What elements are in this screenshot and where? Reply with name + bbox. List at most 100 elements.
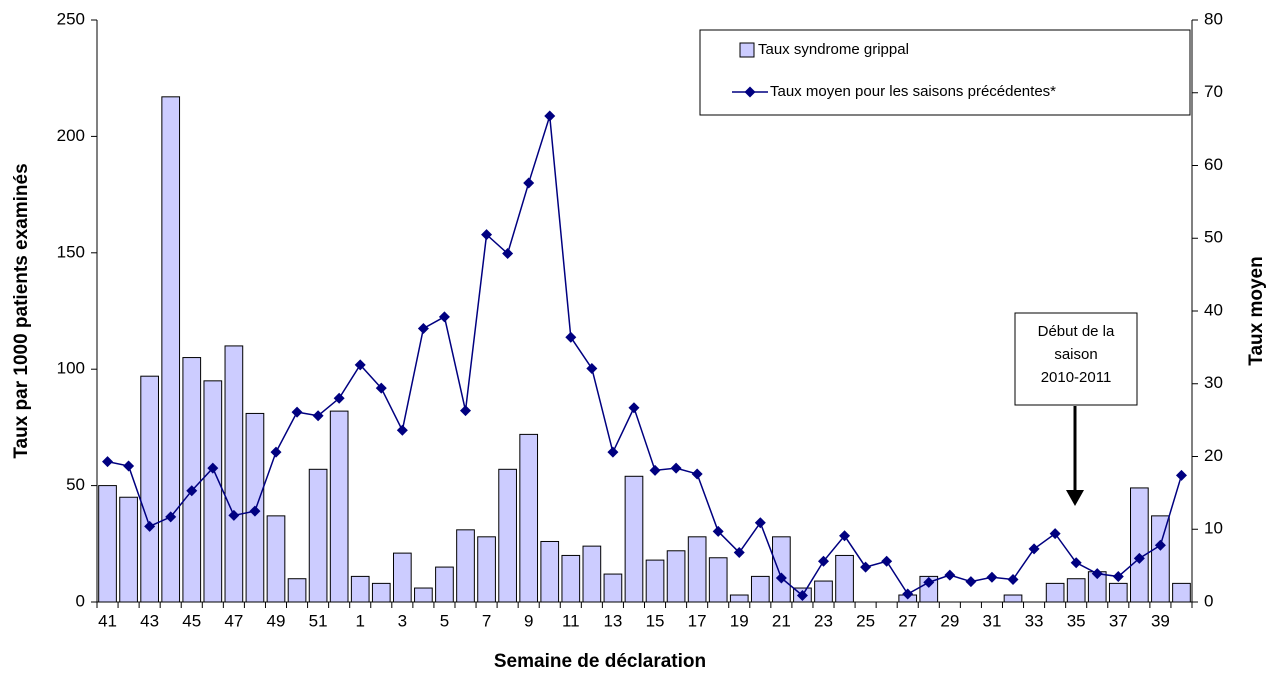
x-tick-label: 3	[398, 611, 407, 630]
point	[438, 311, 450, 323]
x-tick-label: 7	[482, 611, 491, 630]
bar	[371, 582, 391, 603]
y2-tick-label: 10	[1204, 519, 1223, 538]
x-tick-label: 41	[98, 611, 117, 630]
bar	[835, 554, 854, 603]
bar	[519, 433, 539, 603]
point	[270, 446, 282, 458]
y-tick-label: 200	[57, 126, 85, 145]
x-tick-label: 13	[603, 611, 622, 630]
legend-box	[699, 29, 1191, 116]
x-axis-title: Semaine de déclaration	[494, 651, 706, 672]
bar	[392, 552, 412, 603]
point	[1070, 557, 1082, 569]
bar	[287, 578, 307, 603]
point	[565, 331, 577, 343]
bar	[540, 540, 560, 603]
point	[839, 530, 851, 542]
bar	[561, 554, 581, 603]
point	[460, 405, 472, 417]
y2-tick-label: 60	[1204, 155, 1223, 174]
bar	[687, 536, 707, 603]
point	[607, 446, 619, 458]
point	[417, 322, 429, 334]
legend-swatch	[739, 42, 755, 58]
point	[881, 555, 893, 567]
bar	[666, 550, 686, 603]
legend-label: Taux moyen pour les saisons précédentes*	[770, 83, 1056, 100]
x-tick-label: 25	[856, 611, 875, 630]
point	[1028, 543, 1040, 555]
x-tick-label: 21	[772, 611, 791, 630]
bar	[1003, 594, 1023, 603]
point	[733, 547, 745, 559]
y-tick-label: 0	[76, 591, 85, 610]
x-tick-label: 15	[646, 611, 665, 630]
x-tick-label: 35	[1067, 611, 1086, 630]
y2-axis-title: Taux moyen	[1246, 256, 1267, 365]
annotation-arrowhead	[1066, 490, 1084, 506]
point	[649, 464, 661, 476]
point	[902, 588, 914, 600]
x-tick-label: 45	[182, 611, 201, 630]
bar	[645, 559, 665, 603]
annotation-text: 2010-2011	[1041, 369, 1112, 386]
point	[481, 229, 493, 241]
point	[586, 362, 598, 374]
point	[144, 520, 156, 532]
bar	[1066, 578, 1086, 603]
y2-tick-label: 0	[1204, 591, 1213, 610]
x-tick-label: 31	[982, 611, 1001, 630]
bar	[140, 375, 159, 603]
point	[691, 468, 703, 480]
y2-tick-label: 70	[1204, 82, 1223, 101]
point	[102, 456, 114, 468]
point	[396, 424, 408, 436]
x-tick-label: 1	[355, 611, 364, 630]
bar	[750, 575, 770, 603]
bar	[772, 536, 791, 603]
x-tick-label: 9	[524, 611, 533, 630]
annotation-text: Début de la	[1038, 323, 1115, 340]
annotation-text: saison	[1054, 346, 1097, 363]
point	[1091, 568, 1103, 580]
x-tick-label: 29	[940, 611, 959, 630]
bar	[1045, 582, 1065, 603]
y-tick-label: 250	[57, 9, 85, 28]
point	[670, 462, 682, 474]
point	[523, 177, 535, 189]
bar	[203, 380, 223, 603]
x-tick-label: 33	[1025, 611, 1044, 630]
bar	[624, 475, 644, 603]
bar	[498, 468, 517, 603]
point	[986, 571, 998, 583]
bar	[729, 594, 749, 603]
point	[502, 248, 514, 260]
y-tick-label: 150	[57, 242, 85, 261]
point	[775, 572, 787, 584]
bar	[308, 468, 328, 603]
bar	[1151, 515, 1170, 603]
bar	[182, 357, 202, 603]
point	[796, 589, 808, 601]
legend-label: Taux syndrome grippal	[758, 41, 909, 58]
bar	[456, 529, 475, 603]
bar	[814, 580, 833, 603]
point	[333, 392, 345, 404]
point	[249, 505, 261, 517]
x-tick-label: 27	[898, 611, 917, 630]
x-tick-label: 19	[730, 611, 749, 630]
point	[544, 110, 556, 122]
point	[628, 402, 640, 414]
bar	[1130, 487, 1149, 603]
x-tick-label: 23	[814, 611, 833, 630]
point	[1112, 571, 1124, 583]
point	[228, 509, 240, 521]
bar	[477, 536, 496, 603]
point	[817, 555, 829, 567]
y-tick-label: 50	[66, 475, 85, 494]
y-axis-title: Taux par 1000 patients examinés	[11, 163, 32, 458]
x-tick-label: 47	[224, 611, 243, 630]
point	[123, 460, 135, 472]
